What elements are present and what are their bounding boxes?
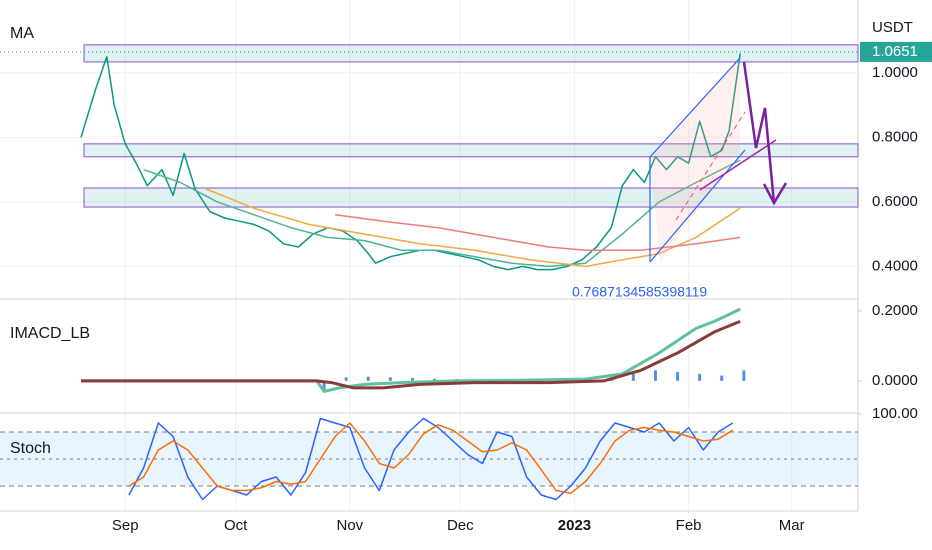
panel-title: MA xyxy=(10,25,34,42)
histogram-bar xyxy=(742,370,746,381)
arrow-head xyxy=(762,182,788,206)
series-line xyxy=(143,159,741,268)
channel-line xyxy=(649,57,741,158)
x-tick-label: Mar xyxy=(779,517,805,534)
x-tick-label: 2023 xyxy=(558,517,591,534)
unit-label: USDT xyxy=(872,19,913,36)
series-line xyxy=(80,53,741,271)
last-price-label: 1.0651 xyxy=(872,43,918,60)
channel-fill xyxy=(650,58,740,262)
series-line xyxy=(81,307,741,393)
y-tick-label: 1.0000 xyxy=(872,64,918,81)
y-tick-label: 0.4000 xyxy=(872,257,918,274)
series-line xyxy=(81,320,741,390)
panel-title: Stoch xyxy=(10,440,51,457)
drawing-layer xyxy=(649,57,788,263)
last-price-box xyxy=(860,41,932,62)
channel-mid xyxy=(675,111,746,221)
histogram-bar xyxy=(344,377,348,381)
price-zone xyxy=(83,143,859,158)
histogram-bar xyxy=(653,370,657,381)
series-line xyxy=(335,214,741,252)
series-line xyxy=(205,188,741,268)
histogram-bar xyxy=(720,375,724,381)
histogram-bar xyxy=(366,376,370,381)
x-tick-label: Feb xyxy=(676,517,702,534)
histogram-bar xyxy=(698,373,702,381)
series-line xyxy=(128,422,734,494)
histogram-bar xyxy=(388,377,392,381)
y-tick-label: 100.00 xyxy=(872,405,918,422)
channel-line xyxy=(649,149,746,263)
x-tick-label: Nov xyxy=(336,517,363,534)
y-tick-label: 0.2000 xyxy=(872,302,918,319)
price-zone xyxy=(83,44,859,63)
x-tick-label: Oct xyxy=(224,517,248,534)
price-zone xyxy=(83,187,859,208)
x-tick-label: Sep xyxy=(112,517,139,534)
histogram-bar xyxy=(322,380,326,392)
y-tick-label: 0.8000 xyxy=(872,128,918,145)
trend-line xyxy=(699,139,777,191)
forecast-arrow xyxy=(742,61,776,204)
panel-title: IMACD_LB xyxy=(10,325,90,342)
background-layer xyxy=(0,0,862,512)
y-tick-label: 0.6000 xyxy=(872,193,918,210)
x-tick-label: Dec xyxy=(447,517,474,534)
histogram-bar xyxy=(676,372,680,381)
histogram-bar xyxy=(433,378,437,381)
histogram-bar xyxy=(631,373,635,381)
annotation: 0.7687134585398119 xyxy=(572,284,707,300)
y-tick-label: 0.0000 xyxy=(872,372,918,389)
histogram-bar xyxy=(410,378,414,381)
